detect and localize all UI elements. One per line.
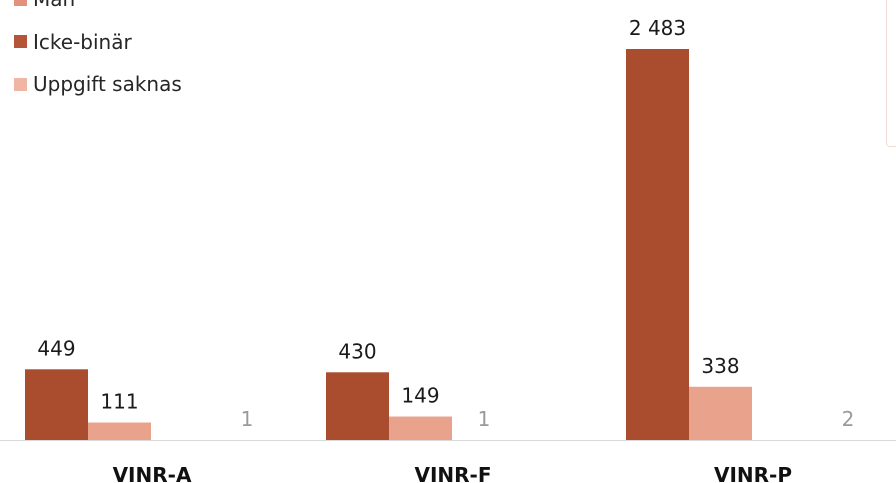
legend-swatch xyxy=(14,35,27,48)
bar-vinr-p-series-2 xyxy=(689,386,752,440)
legend: Man Icke-binär Uppgift saknas xyxy=(14,0,182,116)
legend-label: Uppgift saknas xyxy=(33,72,182,96)
data-label-vinr-p-series-1: 2 483 xyxy=(629,16,686,40)
legend-item-icke-binar: Icke-binär xyxy=(14,29,182,54)
legend-item-man: Man xyxy=(14,0,182,11)
legend-item-uppgift-saknas: Uppgift saknas xyxy=(14,72,182,96)
bar-vinr-a-series-2 xyxy=(88,422,151,440)
legend-swatch xyxy=(14,77,27,91)
bar-vinr-f-series-1 xyxy=(326,372,389,440)
category-label-vinr-a: VINR-A xyxy=(113,463,192,483)
data-label-vinr-p-series-3: 2 xyxy=(842,407,855,431)
category-label-vinr-f: VINR-F xyxy=(414,463,491,483)
data-label-vinr-a-series-2: 111 xyxy=(100,390,138,414)
data-label-vinr-a-series-3: 1 xyxy=(241,407,254,431)
data-label-vinr-a-series-1: 449 xyxy=(37,336,75,360)
bar-vinr-f-series-2 xyxy=(389,416,452,440)
data-label-vinr-p-series-2: 338 xyxy=(701,354,739,378)
legend-label: Man xyxy=(33,0,75,11)
data-label-vinr-f-series-2: 149 xyxy=(401,384,439,408)
data-label-vinr-f-series-3: 1 xyxy=(478,407,491,431)
legend-label: Icke-binär xyxy=(33,29,132,54)
bar-vinr-p-series-1 xyxy=(626,49,689,440)
category-label-vinr-p: VINR-P xyxy=(714,463,792,483)
legend-swatch xyxy=(14,0,27,6)
data-label-vinr-f-series-1: 430 xyxy=(338,339,376,363)
category-labels-group: VINR-A VINR-F VINR-P xyxy=(113,463,792,483)
bar-vinr-a-series-1 xyxy=(25,369,88,440)
bars-group xyxy=(25,49,752,440)
side-panel-edge xyxy=(886,0,896,147)
